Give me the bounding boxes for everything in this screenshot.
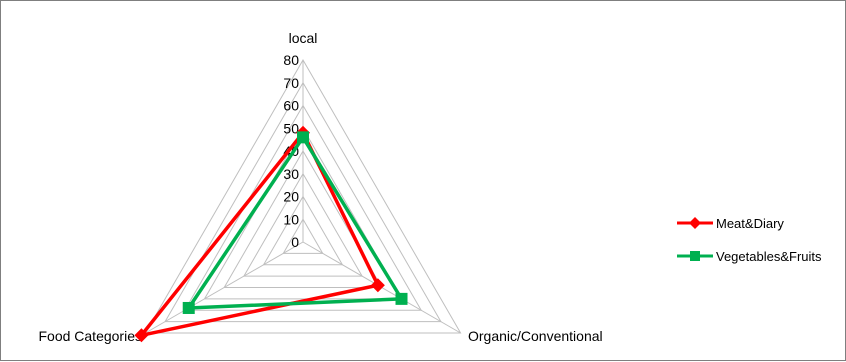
tick-label-50: 50 xyxy=(283,120,299,136)
legend-item-meat-diary: Meat&Diary xyxy=(677,216,784,231)
spoke-2 xyxy=(145,241,304,334)
axis-label-food-categories: Food Categories xyxy=(38,328,142,344)
series-line-meat-diary xyxy=(136,129,381,339)
series-line-vegetables-fruits xyxy=(185,134,405,310)
legend-label-vegetables-fruits: Vegetables&Fruits xyxy=(716,249,822,264)
data-point-meat-diary-1 xyxy=(370,278,385,293)
tick-label-60: 60 xyxy=(283,98,299,114)
data-point-vegetables-fruits-1 xyxy=(395,292,408,305)
grid-ring-10 xyxy=(282,218,324,254)
legend: Meat&Diary Vegetables&Fruits xyxy=(677,216,822,264)
axis-label-local: local xyxy=(289,30,318,46)
tick-label-20: 20 xyxy=(283,189,299,205)
square-marker-icon xyxy=(690,251,700,261)
data-point-vegetables-fruits-0 xyxy=(297,131,309,144)
tick-label-30: 30 xyxy=(283,166,299,182)
grid-ring-80 xyxy=(144,58,462,334)
tick-label-70: 70 xyxy=(283,75,299,91)
legend-label-meat-diary: Meat&Diary xyxy=(716,216,784,231)
tick-label-10: 10 xyxy=(283,211,299,227)
radar-grid xyxy=(144,58,462,334)
series-layer xyxy=(134,125,408,343)
grid-ring-30 xyxy=(243,172,363,277)
data-point-vegetables-fruits-2 xyxy=(182,301,195,314)
grid-ring-70 xyxy=(164,81,442,323)
axis-labels: local Organic/Conventional Food Categori… xyxy=(38,30,602,344)
diamond-marker-icon xyxy=(689,217,701,229)
legend-item-vegetables-fruits: Vegetables&Fruits xyxy=(677,249,822,264)
axis-label-organic-conventional: Organic/Conventional xyxy=(468,328,603,344)
tick-label-80: 80 xyxy=(283,52,299,68)
data-point-meat-diary-2 xyxy=(134,328,149,343)
grid-ring-40 xyxy=(223,149,383,288)
tick-label-0: 0 xyxy=(291,234,299,250)
grid-ring-20 xyxy=(262,195,344,266)
series-vegetables-fruits xyxy=(182,131,408,314)
